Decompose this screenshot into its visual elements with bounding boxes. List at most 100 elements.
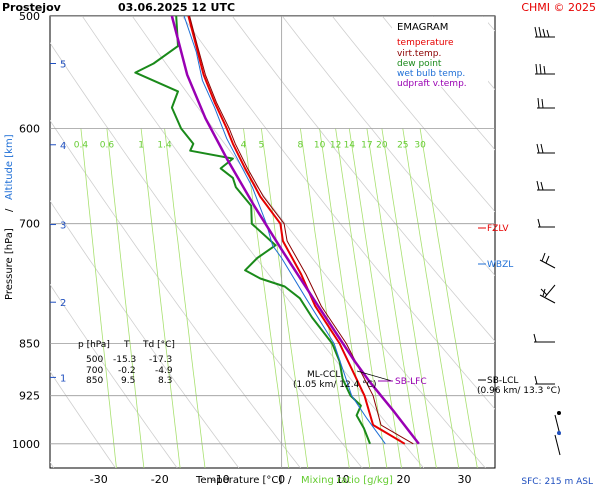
altitude-tick-label: 5: [60, 59, 66, 70]
wind-barb: [537, 218, 541, 228]
altitude-ticks: 1 2 3 4 5: [50, 59, 66, 384]
mixing-ratio-line: [335, 128, 388, 468]
altitude-tick-label: 3: [60, 221, 66, 232]
wind-calm-dot: [557, 431, 561, 435]
surface-elevation-note: SFC: 215 m ASL: [521, 477, 593, 487]
dry-adiabat-line: [50, 42, 363, 468]
wbzl-label: WBZL: [487, 260, 513, 270]
credit-text: CHMI © 2025: [521, 1, 596, 14]
wind-barb: [537, 97, 540, 109]
y-axis-separator: /: [4, 208, 15, 212]
legend-temperature: temperature: [397, 38, 454, 48]
wind-barb: [542, 28, 546, 38]
dry-adiabat-line: [331, 16, 495, 213]
dry-adiabat-line: [281, 16, 495, 277]
wind-barb: [541, 98, 544, 109]
pressure-ticks: 500 600 700 850 925 1000: [12, 10, 40, 451]
wind-barb: [540, 143, 544, 154]
sb-lfc-label: SB-LFC: [395, 377, 427, 387]
y-axis-label-altitude: Altitude [km]: [4, 134, 15, 200]
wind-barb: [543, 65, 546, 75]
dry-adiabat-line: [231, 16, 495, 342]
wind-barb: [545, 255, 550, 264]
table-cell: 500: [86, 355, 103, 365]
ml-ccl-leader: [356, 370, 393, 382]
dry-adiabat-line: [532, 16, 600, 468]
altitude-tick-label: 2: [60, 298, 66, 309]
temperature-tick-label: 0: [278, 473, 285, 486]
wind-barb: [538, 26, 542, 38]
wind-barb: [536, 180, 540, 191]
table-header-p: p [hPa]: [78, 340, 110, 350]
mixing-ratio-label: 20: [376, 141, 388, 151]
legend-title: EMAGRAM: [397, 22, 448, 33]
series-dew-point: [134, 16, 371, 445]
ml-ccl-label: ML-CCL: [307, 370, 340, 380]
mixing-ratio-line: [80, 128, 117, 468]
dry-adiabat-line: [50, 370, 116, 468]
mixing-ratio-label: 4: [241, 141, 247, 151]
mixing-ratio-label: 12: [330, 141, 341, 151]
table-header-t: T: [123, 340, 130, 350]
x-axis-separator: /: [288, 475, 292, 486]
table-cell: -0.2: [118, 366, 136, 376]
wind-barb: [539, 294, 556, 304]
mixing-ratio-label: 1: [138, 141, 144, 151]
mixing-ratio-lines: [80, 128, 478, 468]
mixing-ratio-line: [348, 128, 402, 468]
x-axis-label-mixing-ratio: Mixing ratio [g/kg]: [301, 475, 393, 486]
series-wet-bulb-temp: [183, 16, 386, 445]
grid-lines: [50, 16, 495, 468]
mixing-ratio-line: [402, 128, 460, 468]
pressure-tick-label: 850: [19, 337, 40, 350]
temperature-tick-label: -10: [212, 473, 230, 486]
wind-barb: [534, 375, 538, 385]
mixing-ratio-label: 0.4: [74, 141, 89, 151]
dry-adiabat-line: [381, 16, 495, 151]
mixing-ratio-label: 14: [344, 141, 356, 151]
legend-virt-temp: virt.temp.: [397, 49, 441, 59]
dry-adiabat-line: [481, 16, 495, 32]
table-cell: 700: [86, 366, 103, 376]
series-udpraft-v-temp: [170, 16, 420, 445]
wind-barb: [534, 26, 538, 38]
table-cell: 9.5: [121, 376, 135, 386]
wind-barb: [554, 434, 561, 456]
mixing-ratio-line: [106, 128, 145, 468]
dry-adiabat-line: [181, 16, 495, 410]
pressure-tick-label: 600: [19, 123, 40, 136]
pressure-tick-label: 500: [19, 10, 40, 23]
pressure-tick-label: 700: [19, 218, 40, 231]
temperature-tick-label: -30: [90, 473, 108, 486]
legend-wet-bulb: wet bulb temp.: [397, 69, 465, 79]
mixing-ratio-label: 8: [298, 141, 304, 151]
mixing-ratio-line: [366, 128, 421, 468]
wind-barb: [539, 259, 556, 269]
wind-barb: [541, 252, 546, 262]
mixing-ratio-line: [381, 128, 437, 468]
mixing-ratio-line: [319, 128, 371, 468]
wind-barb: [539, 63, 542, 75]
mixing-ratio-line: [261, 128, 309, 468]
temperature-ticks: -30 -20 -10 0 10 20 30: [90, 473, 472, 486]
dry-adiabat-line: [50, 119, 301, 468]
wind-barb: [546, 29, 550, 38]
dry-adiabat-line: [582, 16, 600, 468]
fzlv-label: FZLV: [487, 224, 509, 234]
mixing-ratio-label: 30: [414, 141, 426, 151]
table-cell: 8.3: [158, 376, 172, 386]
altitude-tick-label: 1: [60, 373, 66, 384]
temperature-tick-label: 30: [458, 473, 472, 486]
wind-barb: [535, 63, 538, 75]
series-temperature: [187, 16, 406, 445]
mixing-ratio-label: 5: [259, 141, 265, 151]
mixing-ratio-line: [243, 128, 290, 468]
temperature-tick-label: -20: [151, 473, 169, 486]
dry-adiabat-line: [50, 200, 240, 468]
mixing-ratio-line: [419, 128, 478, 468]
temperature-tick-label: 20: [397, 473, 411, 486]
mixing-ratio-label: 1.4: [157, 141, 172, 151]
wind-calm-dot: [557, 411, 561, 415]
